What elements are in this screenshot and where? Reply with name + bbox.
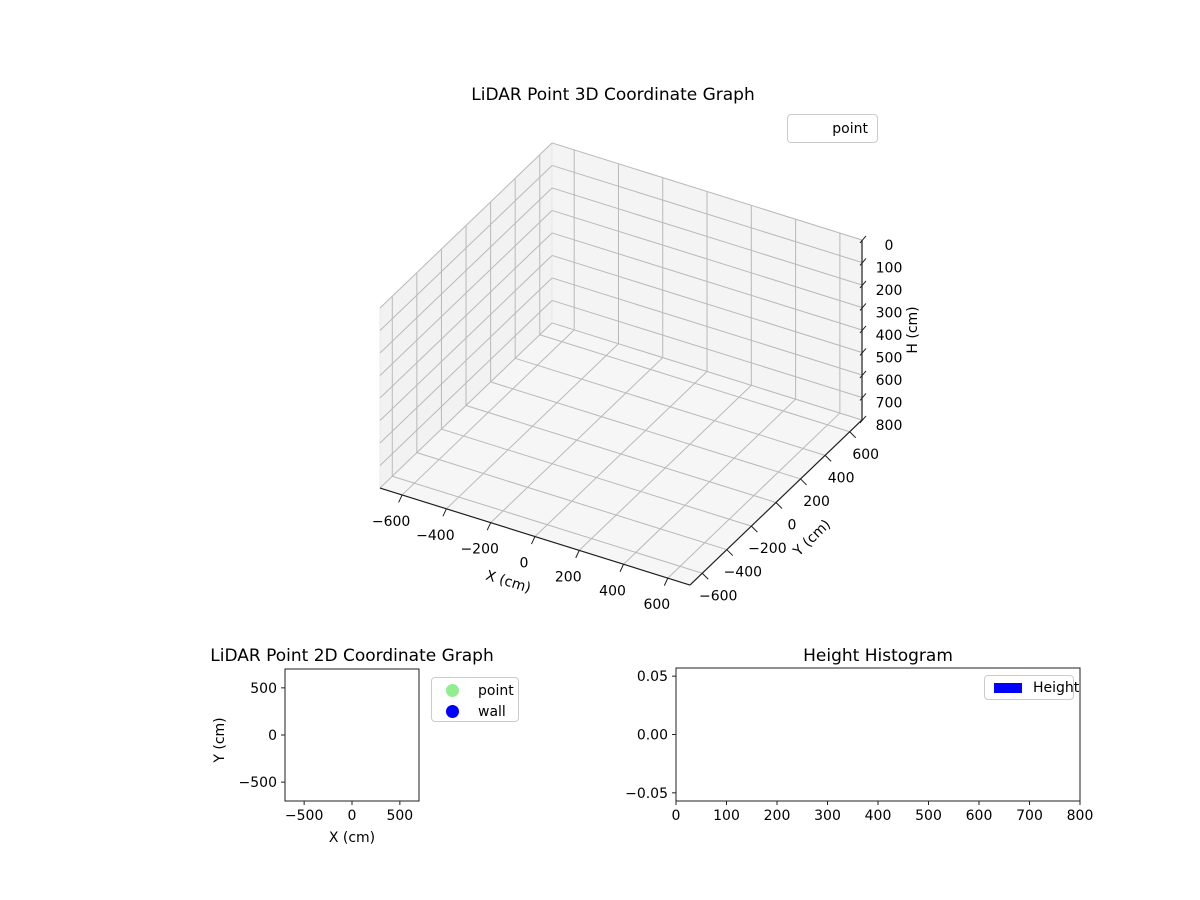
svg-text:H (cm): H (cm) xyxy=(905,306,921,353)
svg-text:500: 500 xyxy=(915,808,942,824)
svg-text:600: 600 xyxy=(643,597,670,613)
hist-legend: Height xyxy=(984,675,1079,700)
svg-text:0: 0 xyxy=(672,808,681,824)
svg-text:−400: −400 xyxy=(416,528,454,544)
svg-text:−200: −200 xyxy=(748,541,786,557)
plot2d-title: LiDAR Point 2D Coordinate Graph xyxy=(210,646,494,666)
svg-text:0: 0 xyxy=(788,518,797,534)
svg-text:500: 500 xyxy=(876,350,903,366)
svg-text:X (cm): X (cm) xyxy=(484,568,533,597)
plot3d-legend-label-point: point xyxy=(832,120,868,137)
svg-text:600: 600 xyxy=(966,808,993,824)
plot3d-legend: point xyxy=(787,114,878,143)
plot2d-axes: −500 0 500 500 0 −500 X (cm) Y (cm) xyxy=(212,668,420,846)
hist-title: Height Histogram xyxy=(803,646,953,666)
plot2d-legend-label-point: point xyxy=(478,682,514,699)
svg-text:−500: −500 xyxy=(239,775,277,791)
svg-text:400: 400 xyxy=(599,583,626,599)
svg-text:700: 700 xyxy=(1016,808,1043,824)
svg-text:200: 200 xyxy=(555,569,582,585)
svg-text:100: 100 xyxy=(713,808,740,824)
svg-text:200: 200 xyxy=(764,808,791,824)
svg-text:500: 500 xyxy=(250,681,277,697)
plot3d-grid xyxy=(379,142,863,579)
svg-text:X (cm): X (cm) xyxy=(329,830,375,846)
svg-text:200: 200 xyxy=(803,494,830,510)
svg-text:−600: −600 xyxy=(372,514,410,530)
svg-text:−400: −400 xyxy=(724,565,762,581)
svg-text:−600: −600 xyxy=(699,588,737,604)
svg-text:300: 300 xyxy=(814,808,841,824)
svg-text:400: 400 xyxy=(876,328,903,344)
height-swatch-icon xyxy=(994,682,1022,693)
svg-text:400: 400 xyxy=(865,808,892,824)
svg-text:0: 0 xyxy=(885,238,894,254)
svg-text:400: 400 xyxy=(828,470,855,486)
plot2d-legend: point wall xyxy=(431,677,519,722)
svg-text:800: 800 xyxy=(876,418,903,434)
hist-axes: 0 100 200 300 400 500 600 700 800 0.05 0.00 −0.05 xyxy=(625,667,1094,824)
svg-text:−200: −200 xyxy=(460,542,498,558)
svg-text:0: 0 xyxy=(268,728,277,744)
svg-text:Y (cm): Y (cm) xyxy=(212,717,228,763)
svg-text:700: 700 xyxy=(876,395,903,411)
svg-text:800: 800 xyxy=(1067,808,1094,824)
svg-text:0.00: 0.00 xyxy=(637,728,668,744)
point-marker-icon xyxy=(446,684,459,697)
svg-text:300: 300 xyxy=(876,305,903,321)
svg-text:600: 600 xyxy=(876,373,903,389)
plot2d-legend-label-wall: wall xyxy=(478,703,506,720)
svg-text:−0.05: −0.05 xyxy=(625,786,668,802)
svg-text:100: 100 xyxy=(876,260,903,276)
plot3d-title: LiDAR Point 3D Coordinate Graph xyxy=(471,85,755,105)
svg-text:0: 0 xyxy=(348,808,357,824)
svg-text:200: 200 xyxy=(876,283,903,299)
svg-text:600: 600 xyxy=(852,447,879,463)
hist-legend-label-height: Height xyxy=(1033,679,1080,696)
wall-marker-icon xyxy=(446,705,459,718)
svg-text:−500: −500 xyxy=(285,808,323,824)
svg-text:500: 500 xyxy=(386,808,413,824)
svg-text:0.05: 0.05 xyxy=(637,669,668,685)
plot3d-tick-labels: −600−400−20002004006006004002000−200−400… xyxy=(372,235,903,613)
svg-text:0: 0 xyxy=(520,556,529,572)
